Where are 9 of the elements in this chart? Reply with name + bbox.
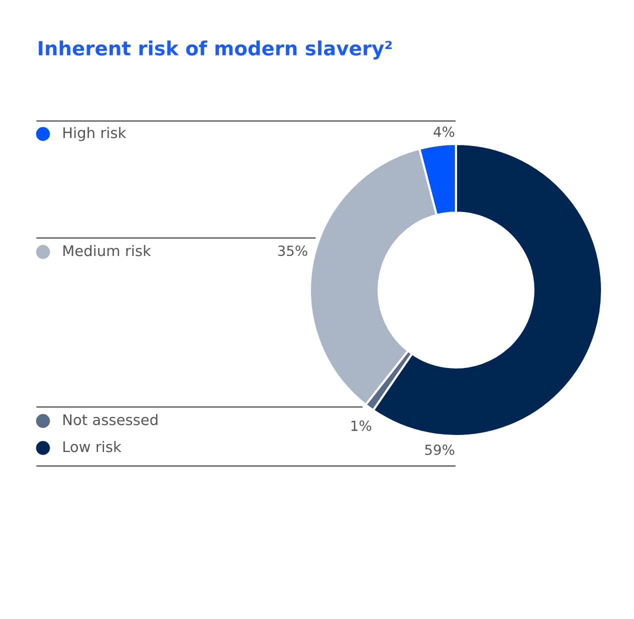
- legend-label: High risk: [63, 126, 126, 142]
- data-label: 59%: [425, 444, 454, 456]
- data-label: 35%: [278, 246, 308, 256]
- legend-label: Low risk: [63, 440, 122, 452]
- data-label: 1%: [351, 420, 372, 432]
- legend-label: Medium risk: [63, 244, 151, 256]
- data-label: 4%: [434, 126, 454, 138]
- legend-label: Not assessed: [63, 414, 158, 426]
- chart-title: Inherent risk of modern slavery²: [38, 40, 392, 60]
